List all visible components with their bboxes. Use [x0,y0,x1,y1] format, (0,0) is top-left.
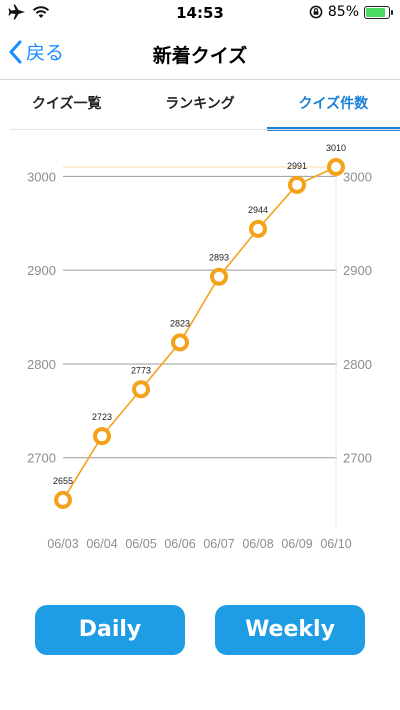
data-label: 2723 [92,412,112,422]
tabs-divider [10,129,400,130]
y-tick-label-right: 2700 [343,451,372,466]
y-tick-label-right: 3000 [343,169,372,184]
wifi-icon [32,6,50,18]
data-label: 2823 [170,318,190,328]
data-point [171,333,189,352]
data-point [132,380,150,399]
tab-quiz-count[interactable]: クイズ件数 [266,81,400,131]
x-tick-label: 06/06 [164,537,195,551]
x-tick-label: 06/10 [320,537,351,551]
x-tick-label: 06/03 [47,537,78,551]
data-label: 2773 [131,365,151,375]
battery-icon [364,5,393,19]
data-point [54,490,72,509]
data-label: 3010 [326,143,346,153]
back-button[interactable]: 戻る [8,38,64,65]
status-left [8,4,50,20]
y-tick-label-left: 2900 [27,263,56,278]
x-tick-label: 06/09 [281,537,312,551]
nav-bar: 戻る 新着クイズ [0,28,400,80]
orientation-lock-icon [309,5,323,19]
data-label: 2944 [248,205,268,215]
status-right: 85% [309,4,393,20]
status-time: 14:53 [176,4,224,22]
data-point [288,175,306,194]
data-point [210,267,228,286]
airplane-icon [8,4,25,20]
chevron-left-icon [9,40,22,63]
series-line [62,166,337,501]
data-label: 2655 [53,476,73,486]
data-label: 2893 [209,253,229,263]
page-title: 新着クイズ [152,45,248,67]
tab-quiz-list[interactable]: クイズ一覧 [31,96,102,112]
x-tick-label: 06/04 [86,537,117,551]
quiz-count-chart: 2700 2700 2800 2800 2900 2900 3000 3000 2655 2723… [27,143,372,551]
y-tick-label-right: 2900 [343,263,372,278]
tab-bar: クイズ一覧 ランキング クイズ件数 [0,81,400,131]
data-point [327,158,345,177]
weekly-button[interactable]: Weekly [215,605,365,655]
y-tick-label-left: 3000 [27,169,56,184]
data-point [93,427,111,446]
data-label: 2991 [287,161,307,171]
x-tick-label: 06/05 [125,537,156,551]
daily-button[interactable]: Daily [35,605,185,655]
tab-ranking[interactable]: ランキング [165,96,235,112]
y-tick-label-left: 2700 [27,451,56,466]
x-tick-label: 06/07 [203,537,234,551]
battery-percent: 85% [327,4,359,20]
back-button-label: 戻る [26,42,65,64]
battery-fill [366,7,385,17]
status-bar: 14:53 85% [0,0,400,28]
y-tick-label-left: 2800 [27,357,56,372]
data-point [249,219,267,238]
y-tick-label-right: 2800 [343,357,372,372]
x-tick-label: 06/08 [242,537,273,551]
